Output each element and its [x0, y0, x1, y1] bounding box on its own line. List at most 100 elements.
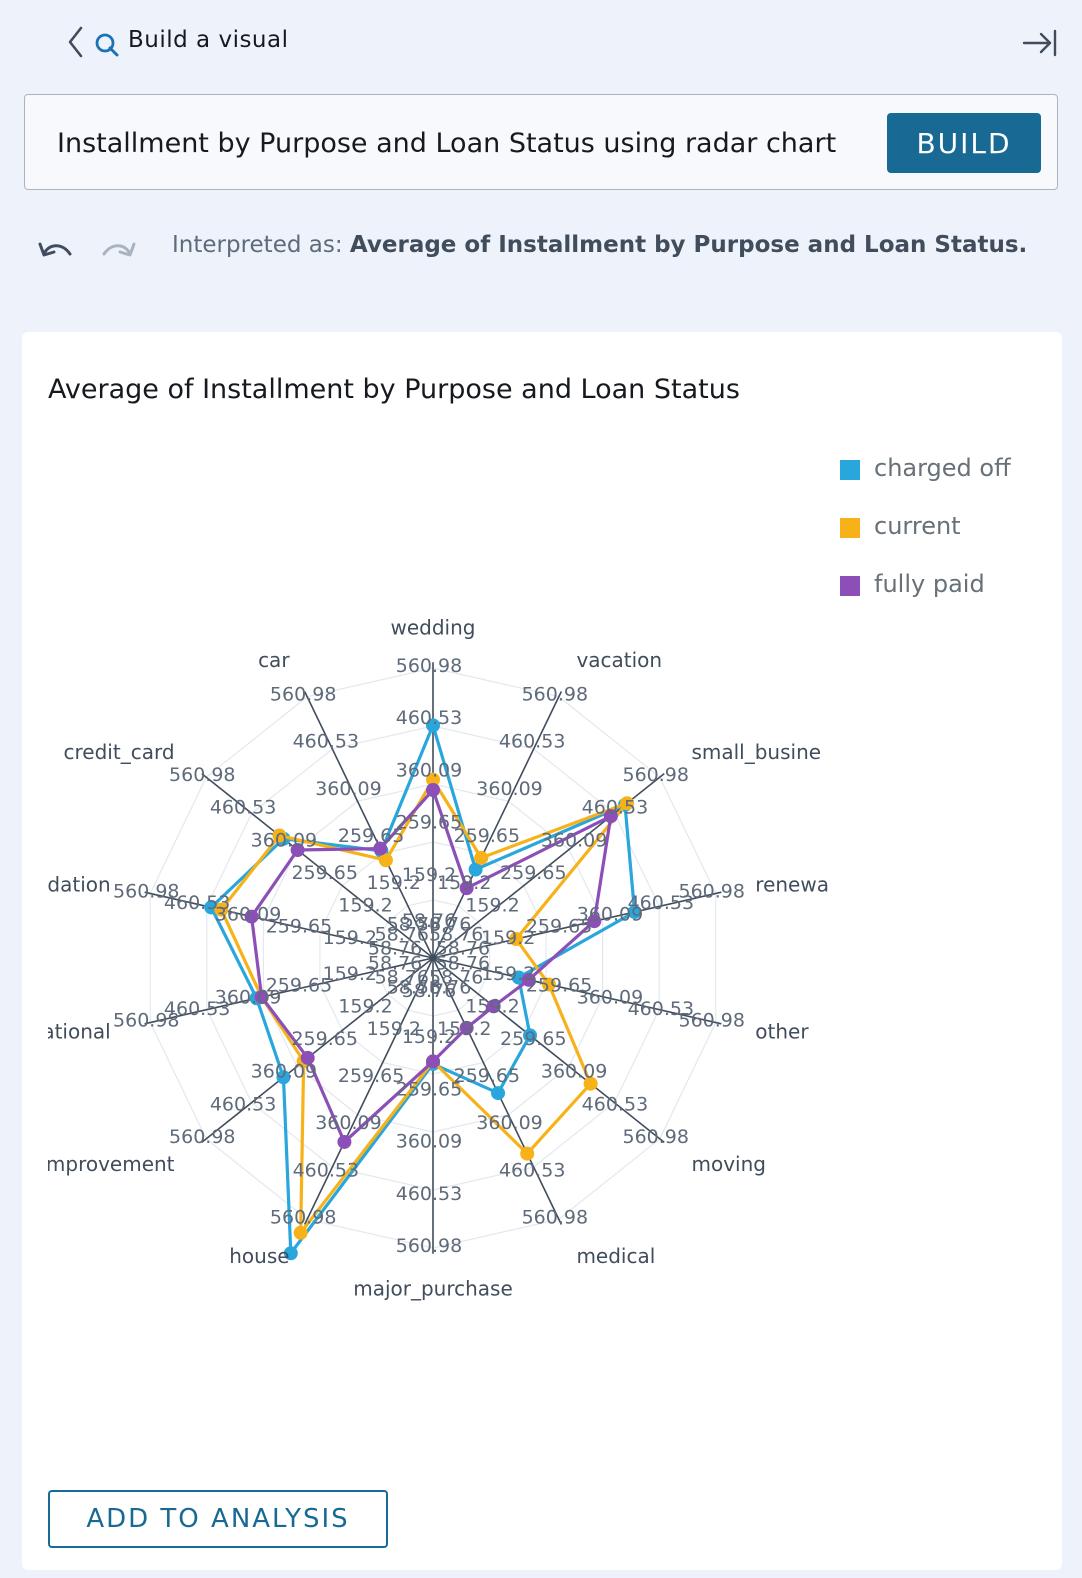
category-label: credit_card [64, 740, 175, 764]
data-point[interactable] [459, 881, 474, 896]
data-point[interactable] [521, 972, 536, 987]
tick-label: 159.2 [437, 1018, 491, 1040]
tick-label: 259.65 [291, 862, 357, 884]
tick-label: 560.98 [622, 764, 688, 786]
data-point[interactable] [426, 782, 440, 797]
interpretation-text: Interpreted as: Average of Installment b… [172, 232, 1027, 258]
category-label: wedding [391, 615, 476, 639]
data-point[interactable] [378, 853, 393, 868]
category-label: idation [48, 872, 111, 896]
tick-label: 159.2 [481, 927, 535, 949]
tick-label: 159.2 [323, 963, 377, 985]
data-point[interactable] [283, 1246, 298, 1261]
add-to-analysis-button[interactable]: ADD TO ANALYSIS [48, 1490, 388, 1548]
redo-icon[interactable] [98, 232, 138, 266]
category-label: house [229, 1244, 289, 1268]
data-point[interactable] [214, 902, 229, 917]
data-point[interactable] [459, 1020, 474, 1035]
data-point[interactable] [627, 904, 642, 919]
tick-label: 159.2 [367, 1018, 421, 1040]
category-label: ational [48, 1020, 111, 1044]
tick-label: 560.98 [113, 1010, 179, 1032]
tick-label: 560.98 [522, 1206, 588, 1228]
tick-label: 360.09 [541, 1061, 607, 1083]
data-point[interactable] [520, 1146, 535, 1161]
data-point[interactable] [254, 990, 269, 1005]
tick-label: 360.09 [251, 829, 317, 851]
data-point[interactable] [620, 796, 635, 811]
data-point[interactable] [290, 843, 305, 858]
data-point[interactable] [272, 828, 287, 843]
tick-label: 360.09 [215, 986, 281, 1008]
tick-label: 560.98 [270, 684, 336, 706]
data-point[interactable] [337, 1134, 352, 1149]
tick-label: 360.09 [476, 1112, 542, 1134]
tick-label: 360.09 [396, 1131, 462, 1153]
data-point[interactable] [491, 1086, 506, 1101]
tick-label: 159.2 [338, 996, 392, 1018]
tick-label: 560.98 [678, 1010, 744, 1032]
data-point[interactable] [276, 1070, 291, 1085]
data-point[interactable] [486, 999, 501, 1014]
tick-label: 159.2 [402, 1026, 456, 1048]
collapse-panel-icon[interactable] [1020, 28, 1058, 58]
tick-label: 58.76 [436, 937, 490, 959]
tick-label: 159.2 [465, 996, 519, 1018]
build-button[interactable]: BUILD [887, 113, 1041, 173]
radar-spoke [201, 957, 434, 1144]
data-point[interactable] [373, 841, 388, 856]
tick-label: 460.53 [164, 998, 230, 1020]
data-point[interactable] [244, 909, 259, 924]
tick-label: 360.09 [541, 829, 607, 851]
legend-item-fully-paid[interactable]: fully paid [840, 570, 1011, 628]
data-point[interactable] [426, 772, 440, 787]
radar-spoke [432, 691, 563, 959]
query-input[interactable]: Installment by Purpose and Loan Status u… [57, 128, 837, 159]
radar-spoke [432, 957, 722, 1025]
data-point[interactable] [603, 809, 618, 824]
query-box[interactable]: Installment by Purpose and Loan Status u… [24, 94, 1058, 190]
tick-label: 58.76 [368, 937, 422, 959]
data-point[interactable] [509, 932, 524, 947]
tick-label: 58.76 [368, 953, 422, 975]
radar-spoke [303, 691, 434, 959]
tick-label: 58.76 [402, 910, 456, 932]
data-point[interactable] [523, 1028, 538, 1043]
tick-label: 460.53 [164, 892, 230, 914]
tick-label: 259.65 [291, 1028, 357, 1050]
data-point[interactable] [583, 1076, 598, 1091]
tick-label: 460.53 [210, 1093, 276, 1115]
tick-label: 159.2 [437, 872, 491, 894]
tick-label: 159.2 [323, 927, 377, 949]
legend-item-charged-off[interactable]: charged off [840, 454, 1011, 512]
data-point[interactable] [468, 862, 483, 877]
data-point[interactable] [541, 977, 556, 992]
data-point[interactable] [426, 718, 440, 733]
data-point[interactable] [300, 1050, 315, 1065]
legend-swatch-fully-paid [840, 576, 860, 596]
data-point[interactable] [293, 1225, 308, 1240]
tick-label: 259.65 [396, 1078, 462, 1100]
tick-label: 259.65 [526, 975, 592, 997]
tick-label: 259.65 [454, 825, 520, 847]
header-bar: Build a visual [0, 0, 1082, 86]
data-point[interactable] [587, 914, 602, 929]
radar-chart: 58.76159.2259.65360.09460.53560.9858.761… [48, 615, 828, 1300]
tick-label: 560.98 [270, 1206, 336, 1228]
tick-label: 460.53 [210, 797, 276, 819]
chevron-left-icon[interactable] [64, 24, 88, 60]
legend-swatch-charged-off [840, 460, 860, 480]
tick-label: 259.65 [500, 862, 566, 884]
data-point[interactable] [426, 1054, 440, 1069]
tick-label: 159.2 [402, 864, 456, 886]
legend-item-current[interactable]: current [840, 512, 1011, 570]
legend-swatch-current [840, 518, 860, 538]
tick-label: 259.65 [396, 812, 462, 834]
data-point[interactable] [474, 850, 489, 865]
tick-label: 259.65 [526, 915, 592, 937]
tick-label: 58.76 [417, 914, 471, 936]
panel-title: Build a visual [128, 27, 289, 53]
tick-label: 159.2 [338, 894, 392, 916]
chart-legend: charged off current fully paid [840, 454, 1011, 628]
undo-icon[interactable] [36, 232, 76, 266]
